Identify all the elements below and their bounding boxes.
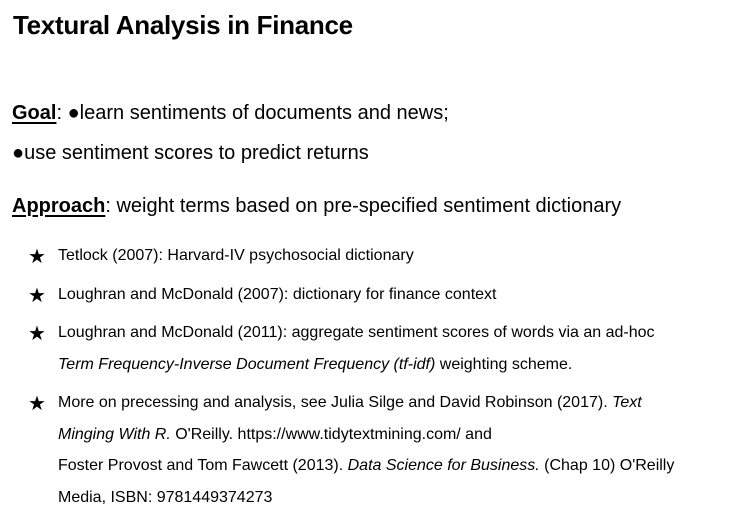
goal-line-2: ●use sentiment scores to predict returns bbox=[12, 142, 369, 165]
list-item: ★ Tetlock (2007): Harvard-IV psychosocia… bbox=[28, 240, 728, 272]
item-text-rest: weighting scheme. bbox=[435, 355, 573, 373]
book-title: Data Science for Business. bbox=[347, 457, 540, 474]
item-text-rest: (Chap 10) O'Reilly bbox=[539, 457, 675, 474]
approach-line: Approach: weight terms based on pre-spec… bbox=[12, 195, 621, 218]
item-text: Loughran and McDonald (2011): aggregate … bbox=[58, 324, 655, 341]
list-item: ★ Loughran and McDonald (2011): aggregat… bbox=[28, 317, 728, 380]
book-title-part-1: Text bbox=[612, 394, 642, 411]
goal-heading: Goal bbox=[12, 102, 57, 124]
star-icon: ★ bbox=[28, 244, 46, 268]
tfidf-term: Term Frequency-Inverse Document Frequenc… bbox=[58, 355, 436, 373]
item-text-plain: More on precessing and analysis, see Jul… bbox=[58, 394, 613, 411]
star-icon: ★ bbox=[28, 391, 46, 415]
approach-heading: Approach bbox=[12, 195, 106, 217]
item-text-continued: Foster Provost and Tom Fawcett (2013). D… bbox=[58, 450, 728, 482]
item-text: Tetlock (2007): Harvard-IV psychosocial … bbox=[58, 247, 414, 264]
list-item: ★ Loughran and McDonald (2007): dictiona… bbox=[28, 279, 728, 311]
item-text-plain: Foster Provost and Tom Fawcett (2013). bbox=[58, 457, 348, 474]
list-item: ★ More on precessing and analysis, see J… bbox=[28, 387, 728, 513]
reference-list: ★ Tetlock (2007): Harvard-IV psychosocia… bbox=[28, 240, 728, 520]
item-text-continued: Term Frequency-Inverse Document Frequenc… bbox=[58, 349, 728, 381]
goal-line: Goal: ●learn sentiments of documents and… bbox=[12, 102, 449, 125]
item-text-continued: Media, ISBN: 9781449374273 bbox=[58, 488, 273, 506]
bullet-dot-icon: ● bbox=[12, 142, 25, 164]
goal-point-1: learn sentiments of documents and news; bbox=[79, 102, 449, 124]
goal-separator: : bbox=[56, 102, 68, 124]
item-text-continued: Minging With R. O'Reilly. https://www.ti… bbox=[58, 419, 728, 451]
item-text: Loughran and McDonald (2007): dictionary… bbox=[58, 285, 497, 303]
book-title-part-2: Minging With R. bbox=[58, 425, 171, 443]
goal-point-2: use sentiment scores to predict returns bbox=[24, 142, 369, 164]
star-icon: ★ bbox=[28, 282, 46, 307]
bullet-dot-icon: ● bbox=[67, 102, 80, 124]
item-text: More on precessing and analysis, see Jul… bbox=[58, 387, 728, 419]
item-text-rest: O'Reilly. https://www.tidytextmining.com… bbox=[170, 425, 492, 443]
approach-text: : weight terms based on pre-specified se… bbox=[105, 195, 622, 217]
page-title: Textural Analysis in Finance bbox=[13, 10, 353, 40]
star-icon: ★ bbox=[28, 321, 46, 345]
